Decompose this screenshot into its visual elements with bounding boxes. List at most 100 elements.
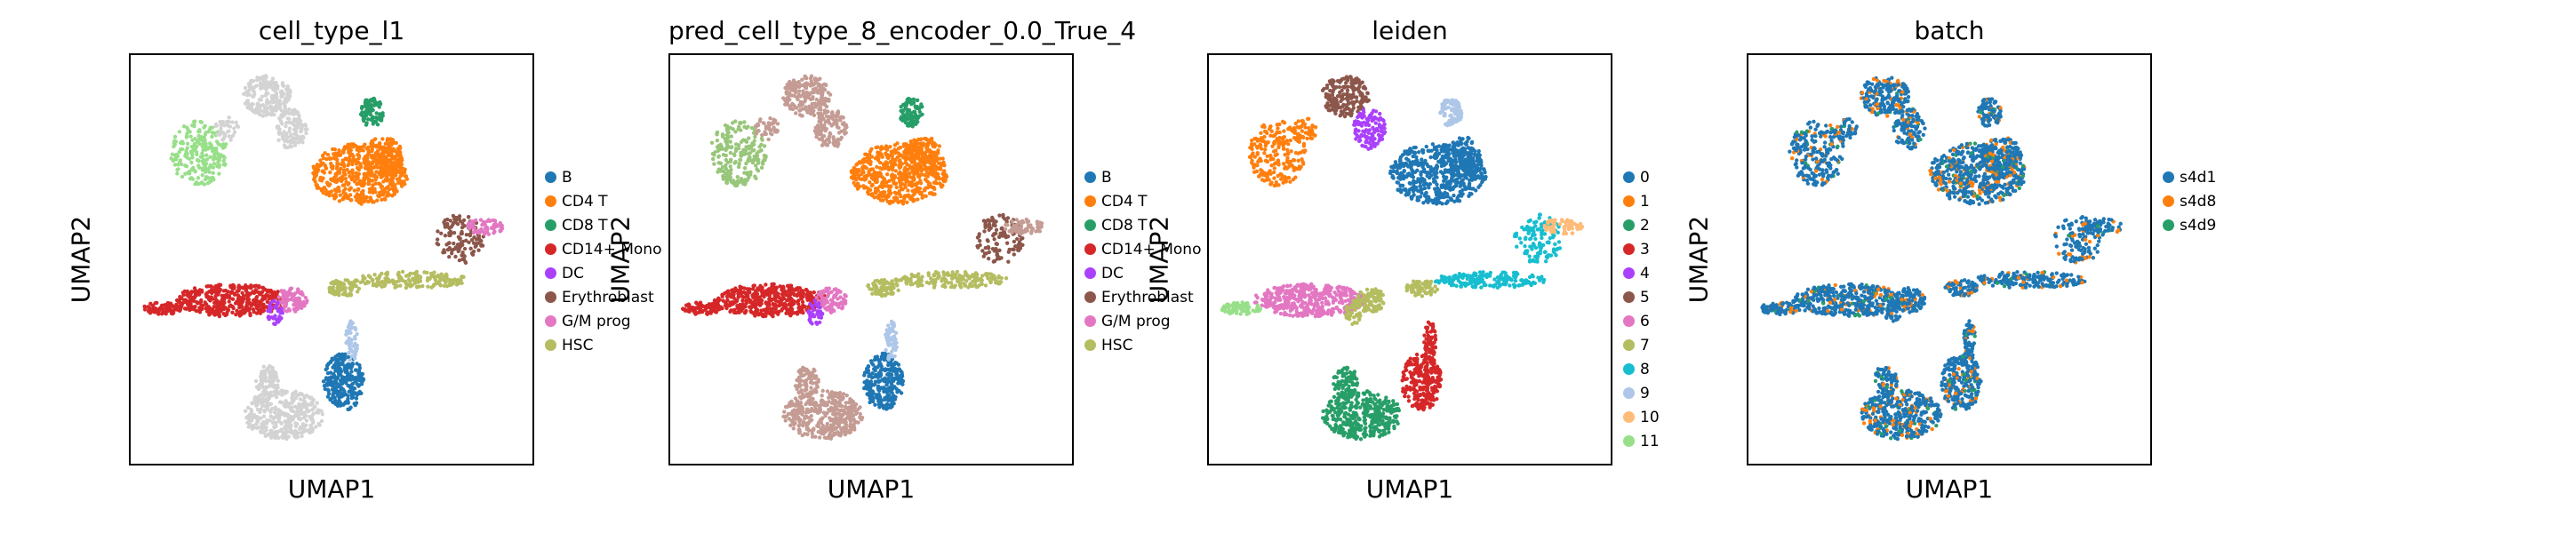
legend-swatch <box>1084 219 1096 231</box>
cluster-bneck <box>884 319 900 362</box>
legend: B CD4 T CD8 T CD14+ Mono DC Erythroblast G/M p… <box>1084 165 1201 357</box>
legend-label: s4d9 <box>2180 216 2217 235</box>
legend-swatch <box>545 339 556 351</box>
legend-label: CD4 T <box>1101 192 1148 211</box>
legend: B CD4 T CD8 T CD14+ Mono DC Erythroblast G/M p… <box>545 165 661 357</box>
cluster-lowT <box>1873 365 1900 400</box>
cluster-low <box>1320 388 1401 442</box>
legend-label: Erythroblast <box>562 288 654 306</box>
legend-label: 4 <box>1640 264 1650 282</box>
legend-item: 7 <box>1623 333 1660 357</box>
legend-item: HSC <box>545 333 661 357</box>
legend-swatch <box>2163 171 2174 183</box>
legend-swatch <box>545 243 556 255</box>
legend-swatch <box>2163 195 2174 207</box>
legend-label: 3 <box>1640 240 1650 259</box>
cluster-armL <box>213 115 241 142</box>
cluster-armL <box>1833 116 1860 142</box>
legend-label: 9 <box>1640 384 1650 402</box>
legend-swatch <box>1623 411 1635 423</box>
legend-item: DC <box>1084 261 1201 285</box>
cluster-mono <box>174 282 290 319</box>
legend-label: 7 <box>1640 336 1650 354</box>
cluster-stream <box>1433 270 1547 290</box>
scatter-svg <box>142 74 505 442</box>
cluster-dc <box>1884 298 1902 323</box>
cluster-armL <box>753 116 780 142</box>
cluster-hsc <box>1404 279 1440 298</box>
legend-label: HSC <box>562 336 594 354</box>
legend-item: HSC <box>1084 333 1201 357</box>
plot-area <box>1747 53 2152 465</box>
legend-item: 11 <box>1623 429 1660 453</box>
cluster-dc <box>1343 298 1363 327</box>
legend-item: CD4 T <box>1084 189 1201 213</box>
legend-swatch <box>1623 339 1635 351</box>
cluster-topM <box>1352 107 1388 151</box>
legend-label: CD4 T <box>562 192 608 211</box>
cluster-cd4b <box>902 136 945 179</box>
legend-label: DC <box>562 264 584 282</box>
cluster-low <box>1860 388 1943 442</box>
legend-item: 8 <box>1623 357 1660 381</box>
legend-item: CD14+ Mono <box>1084 237 1201 261</box>
legend-swatch <box>1084 315 1096 327</box>
scatter-svg <box>1220 75 1585 442</box>
cluster-ery <box>466 218 505 236</box>
umap-panel-4: batch UMAP1 UMAP2 s4d1 s4d8 s4d9 <box>1684 0 2333 533</box>
cluster-topM <box>275 107 309 150</box>
legend-item: 1 <box>1623 189 1660 213</box>
umap-panel-3: leiden UMAP1 UMAP2 0 1 2 3 4 5 6 7 8 9 10 11 <box>1145 0 1794 533</box>
x-axis-label: UMAP1 <box>1905 474 1994 504</box>
legend-item: 4 <box>1623 261 1660 285</box>
legend-swatch <box>1623 315 1635 327</box>
legend-item: 10 <box>1623 405 1660 429</box>
x-axis-label: UMAP1 <box>287 474 376 504</box>
legend-label: 11 <box>1640 432 1660 450</box>
legend-label: G/M prog <box>562 312 631 330</box>
legend-item: 3 <box>1623 237 1660 261</box>
scatter-svg <box>680 74 1044 441</box>
cluster-low <box>781 388 865 441</box>
legend-swatch <box>1084 243 1096 255</box>
cluster-stream <box>893 269 1009 290</box>
legend-label: 2 <box>1640 216 1650 235</box>
cluster-bneck <box>1962 319 1977 361</box>
legend-item: G/M prog <box>1084 309 1201 333</box>
legend-label: B <box>1101 168 1112 187</box>
cluster-cd4b <box>364 137 404 179</box>
legend-label: DC <box>1101 264 1124 282</box>
cluster-bneck <box>1422 320 1438 363</box>
y-axis-label: UMAP2 <box>605 215 636 304</box>
panel-title: pred_cell_type_8_encoder_0.0_True_4 <box>668 16 1137 45</box>
legend-swatch <box>1623 219 1635 231</box>
legend-swatch <box>1084 291 1096 303</box>
cluster-cd8 <box>1976 97 2003 128</box>
legend-item: Erythroblast <box>1084 285 1201 309</box>
cluster-mono <box>1252 282 1367 319</box>
cluster-leftC <box>169 119 228 187</box>
legend-swatch <box>1623 387 1635 399</box>
cluster-dc <box>806 298 825 326</box>
legend-label: 1 <box>1640 192 1650 211</box>
cluster-bcell <box>1940 354 1983 411</box>
cluster-topL <box>780 74 833 118</box>
cluster-bcell <box>861 351 906 411</box>
legend-swatch <box>1623 363 1635 375</box>
cluster-cd8 <box>1438 98 1464 128</box>
legend-item: 6 <box>1623 309 1660 333</box>
legend-swatch <box>1623 171 1635 183</box>
legend-swatch <box>545 171 556 183</box>
cluster-bcell <box>321 352 366 411</box>
cluster-mono <box>712 282 828 319</box>
legend-swatch <box>545 267 556 279</box>
legend-swatch <box>1623 267 1635 279</box>
panel-title: cell_type_l1 <box>258 16 405 45</box>
cluster-leftC <box>1788 119 1845 187</box>
legend-item: B <box>545 165 661 189</box>
legend-label: HSC <box>1101 336 1133 354</box>
legend-item: CD4 T <box>545 189 661 213</box>
legend-swatch <box>545 195 556 207</box>
cluster-cd4 <box>1928 141 2027 207</box>
legend-item: CD8 T <box>1084 213 1201 237</box>
